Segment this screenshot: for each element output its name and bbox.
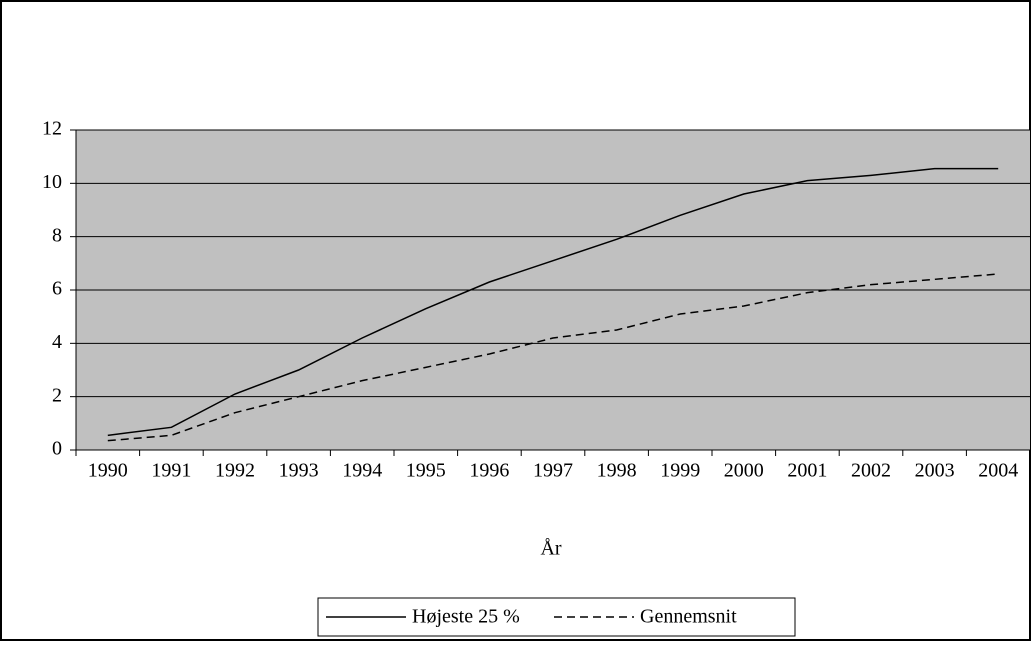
- x-tick-label: 1991: [151, 460, 191, 482]
- y-tick-label: 8: [52, 224, 62, 246]
- x-tick-label: 1998: [597, 460, 637, 482]
- series-line: [107, 167, 999, 437]
- x-tick-label: 2001: [787, 460, 827, 482]
- y-tick-label: 0: [52, 438, 62, 460]
- x-tick-label: 2004: [978, 460, 1018, 482]
- x-tick-label: 2000: [724, 460, 764, 482]
- x-tick-label: 1990: [88, 460, 128, 482]
- x-tick-label: 2002: [851, 460, 891, 482]
- x-tick-label: 1997: [533, 460, 573, 482]
- y-tick-label: 4: [52, 331, 62, 353]
- x-tick-label: 1992: [215, 460, 255, 482]
- x-tick-label: 1996: [469, 460, 509, 482]
- x-tick-label: 1999: [660, 460, 700, 482]
- x-tick-label: 1994: [342, 460, 382, 482]
- x-tick-label: 1993: [279, 460, 319, 482]
- series-line: [107, 273, 999, 442]
- y-tick-label: 6: [52, 278, 62, 300]
- x-axis-label: År: [540, 538, 561, 560]
- x-tick-label: 1995: [406, 460, 446, 482]
- x-tick-label: 2003: [915, 460, 955, 482]
- y-tick-label: 10: [42, 171, 62, 193]
- legend-label: Gennemsnit: [640, 606, 737, 628]
- y-tick-label: 12: [42, 118, 62, 140]
- legend-label: Højeste 25 %: [412, 606, 520, 628]
- y-tick-label: 2: [52, 384, 62, 406]
